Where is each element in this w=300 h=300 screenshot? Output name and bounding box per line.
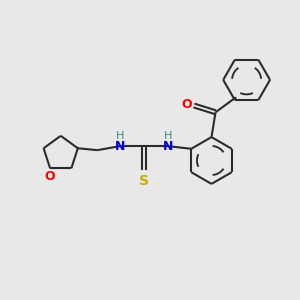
- Text: H: H: [116, 131, 124, 141]
- Text: N: N: [115, 140, 125, 153]
- Text: O: O: [45, 170, 56, 183]
- Text: S: S: [139, 174, 149, 188]
- Text: H: H: [164, 131, 172, 141]
- Text: O: O: [181, 98, 191, 111]
- Text: N: N: [163, 140, 173, 153]
